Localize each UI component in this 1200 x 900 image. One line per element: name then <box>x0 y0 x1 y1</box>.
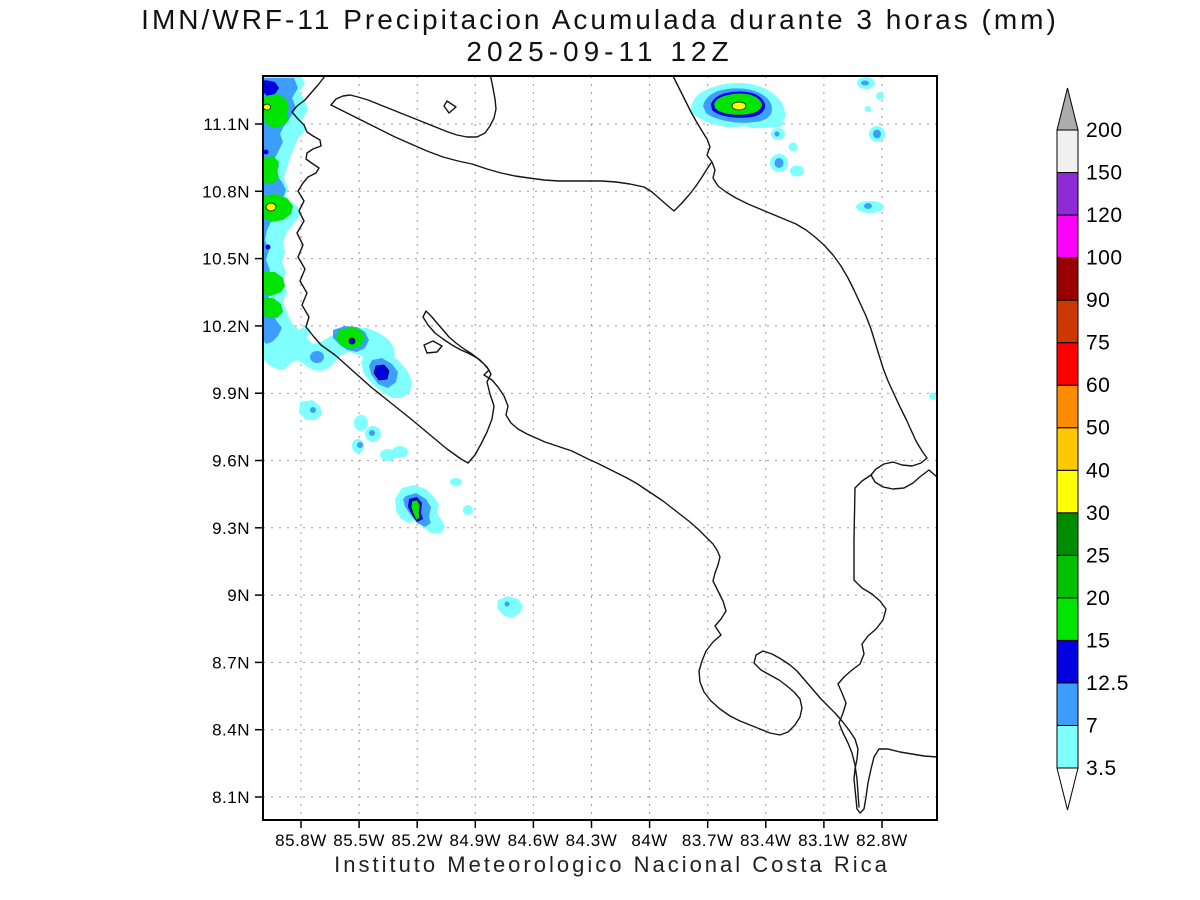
colorbar-segment <box>1057 173 1078 216</box>
axis-tick-labels: 85.8W 85.5W 85.2W 84.9W 84.6W 84.3W 84W 83.7W 83… <box>202 115 908 850</box>
precip-south-nicoya-cell <box>361 350 412 398</box>
caribbean-coast-path <box>673 76 937 489</box>
x-tick-label: 84.3W <box>566 831 618 850</box>
weather-map-page: IMN/WRF-11 Precipitacion Acumulada duran… <box>0 0 1200 900</box>
colorbar-segment <box>1057 598 1078 641</box>
y-tick-label: 10.2N <box>202 317 250 336</box>
colorbar-level-label: 12.5 <box>1086 672 1129 695</box>
colorbar-segment <box>1057 215 1078 258</box>
colorbar-level-label: 25 <box>1086 544 1110 567</box>
costa-rica-coastline <box>292 76 937 813</box>
x-tick-label: 85.8W <box>275 831 327 850</box>
y-tick-label: 10.5N <box>202 250 250 269</box>
colorbar-segment <box>1057 385 1078 428</box>
nicaragua-border-path <box>331 105 711 211</box>
precip-ne-caribbean-cell <box>691 83 785 128</box>
colorbar-level-label: 75 <box>1086 332 1110 355</box>
y-tick-label: 9.6N <box>212 452 250 471</box>
x-tick-label: 83.4W <box>740 831 792 850</box>
x-tick-label: 84W <box>631 831 667 850</box>
x-tick-label: 84.6W <box>508 831 560 850</box>
colorbar-segment <box>1057 513 1078 556</box>
colorbar-level-label: 200 <box>1086 119 1123 142</box>
x-tick-label: 84.9W <box>449 831 501 850</box>
y-tick-label: 10.8N <box>202 182 250 201</box>
colorbar-segment <box>1057 725 1078 768</box>
colorbar-level-label: 3.5 <box>1086 757 1117 780</box>
colorbar-segment <box>1057 683 1078 726</box>
y-tick-label: 9.3N <box>212 519 250 538</box>
precipitation-fields <box>263 76 937 618</box>
plot-frame <box>263 76 937 820</box>
footer-attribution: Instituto Meteorologico Nacional Costa R… <box>24 852 1200 878</box>
colorbar-segment <box>1057 428 1078 471</box>
x-tick-label: 83.7W <box>682 831 734 850</box>
colorbar-segment <box>1057 300 1078 343</box>
colorbar-level-label: 100 <box>1086 247 1123 270</box>
colorbar-segment <box>1057 258 1078 301</box>
y-tick-label: 8.1N <box>212 788 250 807</box>
precip-caribbean-specks <box>770 77 937 400</box>
x-tick-label: 85.5W <box>333 831 385 850</box>
colorbar-level-label: 120 <box>1086 204 1123 227</box>
y-tick-label: 11.1N <box>203 115 250 134</box>
colorbar-level-label: 90 <box>1086 289 1110 312</box>
colorbar-segment <box>1057 470 1078 513</box>
lake-island-path <box>444 101 456 113</box>
colorbar-level-label: 15 <box>1086 629 1110 652</box>
colorbar-segment <box>1057 130 1078 173</box>
colorbar-segment <box>1057 640 1078 683</box>
colorbar-level-label: 20 <box>1086 587 1110 610</box>
colorbar-level-label: 30 <box>1086 502 1110 525</box>
colorbar-under-arrow <box>1057 768 1078 810</box>
axis-tick-marks <box>255 124 882 828</box>
gridlines <box>263 76 937 820</box>
precipitation-map-canvas: 85.8W 85.5W 85.2W 84.9W 84.6W 84.3W 84W 83.7W 83… <box>0 0 1200 900</box>
colorbar-level-label: 50 <box>1086 417 1110 440</box>
precip-central-pacific-cell <box>395 485 445 533</box>
colorbar-level-label: 150 <box>1086 162 1123 185</box>
colorbar-legend: 3.5 7 12.5 15 20 25 30 40 50 60 75 90 100 120 150 200 <box>1057 88 1129 810</box>
x-tick-label: 85.2W <box>391 831 443 850</box>
chira-island-path <box>424 341 442 353</box>
colorbar-level-label: 7 <box>1086 714 1098 737</box>
x-tick-label: 83.1W <box>798 831 850 850</box>
colorbar-level-label: 60 <box>1086 374 1110 397</box>
colorbar-segment <box>1057 555 1078 598</box>
panama-border-path <box>838 475 886 807</box>
y-tick-label: 9.9N <box>212 384 250 403</box>
precip-9n-spot <box>497 596 523 618</box>
colorbar-over-arrow <box>1057 88 1078 130</box>
lake-nicaragua-shore-path <box>331 76 496 137</box>
y-tick-label: 8.7N <box>212 653 250 672</box>
pacific-coast-path <box>292 76 937 813</box>
x-tick-label: 82.8W <box>856 831 908 850</box>
colorbar-segment <box>1057 343 1078 386</box>
y-tick-label: 9N <box>227 586 250 605</box>
colorbar-level-label: 40 <box>1086 459 1110 482</box>
y-tick-label: 8.4N <box>212 721 250 740</box>
